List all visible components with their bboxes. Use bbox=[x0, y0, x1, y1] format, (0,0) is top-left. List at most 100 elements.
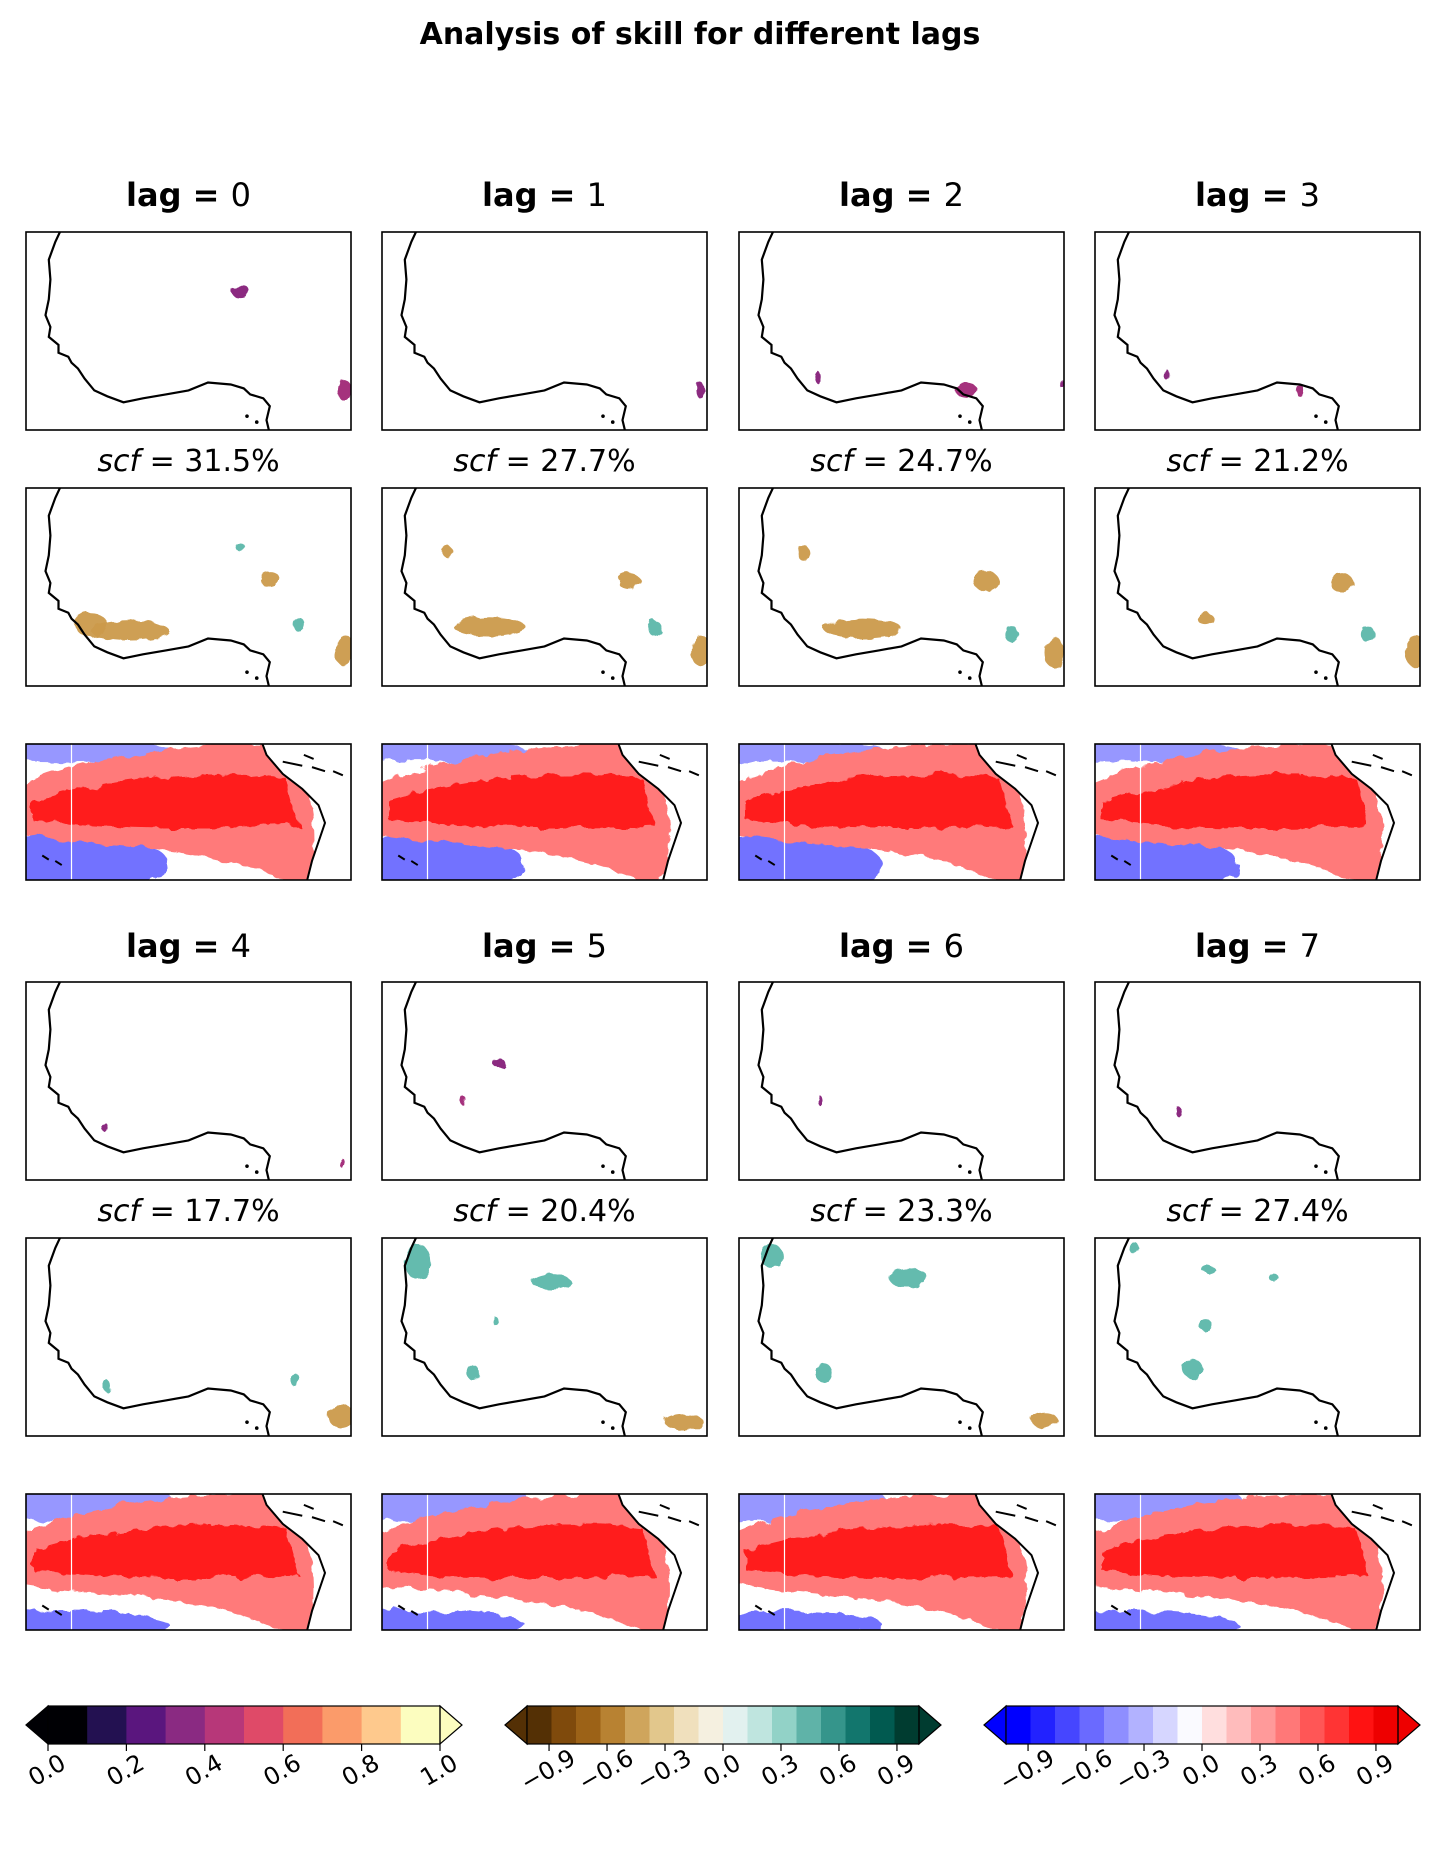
scf-symbol: scf bbox=[97, 1194, 144, 1229]
sst-island-3-2 bbox=[1401, 770, 1413, 777]
coastline-skill-2 bbox=[757, 232, 984, 430]
colorbar-extend-low-2 bbox=[983, 1704, 1007, 1746]
coastline-skill-4 bbox=[44, 982, 271, 1180]
sst-island-1-3 bbox=[659, 753, 671, 760]
colorbar-precip-pattern: −0.9−0.6−0.3 0.0 0.3 0.6 0.9 bbox=[504, 1704, 942, 1797]
lag-value: 3 bbox=[1300, 176, 1320, 214]
precip-map-bg-2 bbox=[739, 488, 1064, 686]
sst-map-frame-3 bbox=[1094, 743, 1421, 881]
colorbar-sst-pattern: −0.9−0.6−0.3 0.0 0.3 0.6 0.9 bbox=[983, 1704, 1421, 1797]
sst-coastline-4 bbox=[261, 1494, 327, 1630]
colorbar-tick-label-2-0: −0.9 bbox=[995, 1744, 1059, 1797]
sst-island-1-2 bbox=[688, 770, 700, 777]
colorbar-tick-label-2-2: −0.3 bbox=[1111, 1744, 1175, 1797]
sst-island-3-0 bbox=[1351, 760, 1372, 767]
lag-title-5: lag = 5 bbox=[482, 927, 607, 965]
precip-map-frame-4 bbox=[25, 1237, 352, 1437]
coastline-precip-3 bbox=[1113, 488, 1340, 686]
skill-map-content-5 bbox=[400, 982, 627, 1180]
scf-symbol: scf bbox=[810, 444, 857, 479]
precip-map-content-5 bbox=[400, 1238, 704, 1436]
scf-symbol: scf bbox=[1166, 1194, 1213, 1229]
precip-region-3-2 bbox=[1405, 636, 1420, 669]
skill-region-2-2 bbox=[1058, 378, 1064, 387]
skill-map-frame-3 bbox=[1094, 231, 1421, 431]
sst-land-0 bbox=[262, 744, 351, 880]
precip-region-3-1 bbox=[1330, 573, 1354, 593]
skill-region-2-1 bbox=[955, 383, 978, 398]
colorbar-tick-label-0-4: 0.8 bbox=[337, 1749, 384, 1792]
colorbar-segment-1-12 bbox=[821, 1706, 847, 1744]
precip-map-bg-7 bbox=[1095, 1238, 1420, 1436]
scf-equals: = bbox=[496, 444, 540, 479]
lag-column-4: lag = 4 scf = 17.7% bbox=[25, 927, 352, 1631]
scf-equals: = bbox=[853, 444, 897, 479]
precip-region-1-1 bbox=[617, 573, 641, 589]
colorbar-segment-2-13 bbox=[1324, 1706, 1350, 1744]
sst-island-0-3 bbox=[303, 753, 315, 760]
lag-value: 1 bbox=[587, 176, 607, 214]
precip-map-frame-2 bbox=[738, 487, 1065, 687]
lag-column-6: lag = 6 scf = 23.3% bbox=[738, 927, 1065, 1631]
precip-map-content-4 bbox=[44, 1238, 351, 1436]
skill-region-4-1 bbox=[338, 1157, 344, 1168]
precip-region-5-1 bbox=[531, 1273, 571, 1290]
island-marker-skill-1-1 bbox=[610, 420, 615, 424]
sst-map-frame-7 bbox=[1094, 1493, 1421, 1631]
sst-island-0-2 bbox=[332, 770, 344, 777]
sst-coastline-5 bbox=[617, 1494, 683, 1630]
sst-map-frame-2 bbox=[738, 743, 1065, 881]
sst-island-6-0 bbox=[995, 1510, 1016, 1517]
colorbar-segment-2-3 bbox=[1079, 1706, 1105, 1744]
precip-region-5-4 bbox=[664, 1414, 704, 1431]
coastline-precip-1 bbox=[400, 488, 627, 686]
precip-map-content-7 bbox=[1113, 1238, 1340, 1436]
island-marker-skill-6-0 bbox=[958, 1164, 962, 1168]
island-marker-skill-3-0 bbox=[1314, 414, 1318, 418]
lag-prefix: lag = bbox=[839, 927, 944, 965]
precip-region-1-3 bbox=[648, 620, 662, 637]
colorbar-segment-0-7 bbox=[322, 1706, 363, 1744]
lag-column-3: lag = 3 scf = 21.2% bbox=[1094, 176, 1421, 881]
island-marker-precip-7-0 bbox=[1314, 1420, 1318, 1424]
scf-label-2: scf = 24.7% bbox=[810, 444, 992, 479]
sst-cold-south-6 bbox=[739, 1610, 882, 1630]
precip-region-2-4 bbox=[798, 545, 810, 562]
precip-region-5-2 bbox=[467, 1364, 479, 1381]
colorbar-segment-2-10 bbox=[1251, 1706, 1277, 1744]
precip-map-bg-3 bbox=[1095, 488, 1420, 686]
colorbar-tick-label-2-4: 0.3 bbox=[1235, 1749, 1282, 1792]
island-marker-skill-7-1 bbox=[1323, 1170, 1328, 1174]
colorbar-segment-1-5 bbox=[649, 1706, 675, 1744]
colorbar-segment-0-9 bbox=[400, 1706, 441, 1744]
sst-pacific-island-1-1 bbox=[410, 860, 419, 866]
precip-region-0-3 bbox=[334, 634, 351, 667]
scf-value: 21.2% bbox=[1253, 444, 1348, 479]
lag-value: 0 bbox=[231, 176, 251, 214]
sst-island-2-3 bbox=[1016, 753, 1028, 760]
coastline-skill-5 bbox=[400, 982, 627, 1180]
colorbar-extend-high-2 bbox=[1397, 1704, 1421, 1746]
coastline-precip-6 bbox=[757, 1238, 984, 1436]
colorbar-segment-0-6 bbox=[283, 1706, 323, 1744]
precip-map-content-1 bbox=[400, 488, 707, 686]
skill-region-3-1 bbox=[1295, 384, 1304, 397]
sst-island-3-1 bbox=[1380, 766, 1395, 773]
scf-label-3: scf = 21.2% bbox=[1166, 444, 1348, 479]
sst-island-0-1 bbox=[311, 766, 326, 773]
sst-pacific-island-0-0 bbox=[41, 854, 50, 861]
sst-island-5-0 bbox=[638, 1510, 659, 1517]
island-marker-precip-6-0 bbox=[958, 1420, 962, 1424]
colorbar-segment-0-0 bbox=[48, 1706, 88, 1744]
colorbar-segment-1-4 bbox=[625, 1706, 651, 1744]
skill-map-bg-3 bbox=[1095, 232, 1420, 430]
lag-prefix: lag = bbox=[839, 176, 944, 214]
sst-map-content-0 bbox=[26, 744, 351, 880]
island-marker-precip-5-1 bbox=[610, 1426, 615, 1430]
coastline-skill-3 bbox=[1113, 232, 1340, 430]
sst-pacific-island-4-1 bbox=[54, 1610, 63, 1616]
colorbar-tick-label-2-6: 0.9 bbox=[1351, 1749, 1398, 1792]
precip-region-7-4 bbox=[1129, 1241, 1139, 1254]
precip-region-4-1 bbox=[291, 1373, 300, 1388]
